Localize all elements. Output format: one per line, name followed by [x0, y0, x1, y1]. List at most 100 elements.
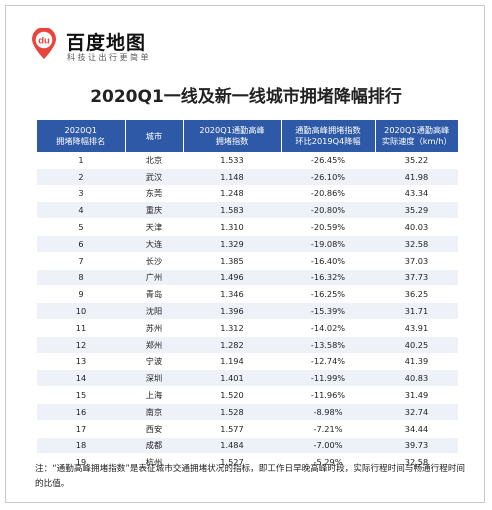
header-rank: 2020Q1 拥堵降幅排名: [37, 120, 126, 152]
change-cell: -15.39%: [281, 302, 375, 320]
change-cell: -13.58%: [281, 336, 375, 354]
speed-cell: 43.34: [375, 185, 458, 203]
table-row: 15 上海 1.520 -11.96% 31.49: [37, 386, 458, 404]
city-cell: 西安: [125, 420, 183, 438]
header-change-line2: 环比2019Q4降幅: [295, 136, 361, 146]
document-frame: du 百度地图 科技让出行更简单 2020Q1一线及新一线城市拥堵降幅排行 20…: [5, 5, 485, 503]
change-cell: -11.99%: [281, 369, 375, 388]
rank-cell: 13: [37, 353, 125, 371]
rank-cell: 4: [37, 201, 125, 220]
index-cell: 1.148: [183, 168, 281, 186]
table-row: 18 成都 1.484 -7.00% 39.73: [37, 437, 458, 455]
change-cell: -26.45%: [281, 152, 375, 169]
speed-cell: 41.39: [375, 353, 458, 371]
city-cell: 长沙: [125, 252, 183, 270]
table-row: 13 宁波 1.194 -12.74% 41.39: [37, 353, 458, 371]
ranking-table: 2020Q1 拥堵降幅排名 城市 2020Q1通勤高峰 拥堵指数 通勤高峰拥堵指…: [37, 120, 458, 472]
index-cell: 1.484: [183, 437, 281, 455]
city-cell: 上海: [125, 386, 183, 404]
city-cell: 成都: [125, 437, 183, 455]
city-cell: 杭州: [125, 453, 183, 472]
speed-cell: 39.73: [375, 437, 458, 455]
index-cell: 1.385: [183, 252, 281, 270]
header-index-line2: 拥堵指数: [215, 136, 249, 146]
map-pin-icon: du: [32, 28, 56, 59]
table-row: 1 北京 1.533 -26.45% 35.22: [37, 152, 458, 169]
index-cell: 1.527: [183, 453, 281, 472]
change-cell: -16.40%: [281, 252, 375, 270]
index-cell: 1.282: [183, 336, 281, 354]
index-cell: 1.312: [183, 319, 281, 337]
city-cell: 郑州: [125, 336, 183, 354]
table-row: 9 青岛 1.346 -16.25% 36.25: [37, 285, 458, 304]
change-cell: -12.74%: [281, 353, 375, 371]
rank-cell: 14: [37, 369, 125, 388]
change-cell: -20.80%: [281, 201, 375, 220]
speed-cell: 43.91: [375, 319, 458, 337]
city-cell: 广州: [125, 269, 183, 287]
city-cell: 重庆: [125, 201, 183, 220]
city-cell: 苏州: [125, 319, 183, 337]
table-row: 14 深圳 1.401 -11.99% 40.83: [37, 369, 458, 388]
speed-cell: 36.25: [375, 285, 458, 304]
table-row: 17 西安 1.577 -7.21% 34.44: [37, 420, 458, 438]
footnote: 注：“通勤高峰拥堵指数”是表征城市交通拥堵状况的指标，即工作日早晚高峰时段，实际…: [35, 464, 466, 489]
rank-cell: 9: [37, 285, 125, 304]
city-cell: 深圳: [125, 369, 183, 388]
rank-cell: 3: [37, 185, 125, 203]
index-cell: 1.528: [183, 403, 281, 421]
change-cell: -11.96%: [281, 386, 375, 404]
change-cell: -7.21%: [281, 420, 375, 438]
table-row: 5 天津 1.310 -20.59% 40.03: [37, 218, 458, 236]
index-cell: 1.346: [183, 285, 281, 304]
rank-cell: 7: [37, 252, 125, 270]
speed-cell: 32.58: [375, 235, 458, 253]
table-row: 10 沈阳 1.396 -15.39% 31.71: [37, 302, 458, 320]
index-cell: 1.533: [183, 152, 281, 169]
index-cell: 1.583: [183, 201, 281, 220]
table-row: 4 重庆 1.583 -20.80% 35.29: [37, 201, 458, 220]
header-index-line1: 2020Q1通勤高峰: [199, 125, 265, 135]
rank-cell: 11: [37, 319, 125, 337]
header-speed: 2020Q1通勤高峰 实际速度（km/h）: [375, 120, 458, 152]
header-congestion-index: 2020Q1通勤高峰 拥堵指数: [183, 120, 282, 152]
rank-cell: 19: [37, 453, 125, 472]
city-cell: 天津: [125, 218, 183, 236]
city-cell: 东莞: [125, 185, 183, 203]
speed-cell: 40.25: [375, 336, 458, 354]
speed-cell: 41.98: [375, 168, 458, 186]
rank-cell: 6: [37, 235, 125, 253]
rank-cell: 12: [37, 336, 125, 354]
header-speed-line2: 实际速度（km/h）: [381, 136, 452, 146]
logo-mark-text: du: [38, 36, 50, 47]
city-cell: 北京: [125, 152, 183, 169]
rank-cell: 16: [37, 403, 125, 421]
change-cell: -16.25%: [281, 285, 375, 304]
header-rank-line2: 拥堵降幅排名: [56, 136, 106, 146]
city-cell: 青岛: [125, 285, 183, 304]
city-cell: 沈阳: [125, 302, 183, 320]
brand-name: 百度地图: [66, 32, 147, 54]
change-cell: -5.29%: [281, 453, 375, 472]
change-cell: -20.59%: [281, 218, 375, 236]
speed-cell: 32.74: [375, 403, 458, 421]
change-cell: -19.08%: [281, 235, 375, 253]
rank-cell: 1: [37, 152, 125, 169]
index-cell: 1.248: [183, 185, 281, 203]
change-cell: -7.00%: [281, 437, 375, 455]
table-row: 16 南京 1.528 -8.98% 32.74: [37, 403, 458, 421]
speed-cell: 34.44: [375, 420, 458, 438]
page-title: 2020Q1一线及新一线城市拥堵降幅排行: [90, 87, 402, 107]
speed-cell: 40.83: [375, 369, 458, 388]
rank-cell: 17: [37, 420, 125, 438]
speed-cell: 37.73: [375, 269, 458, 287]
rank-cell: 15: [37, 386, 125, 404]
speed-cell: 37.03: [375, 252, 458, 270]
header-city-line1: 城市: [145, 130, 163, 141]
index-cell: 1.496: [183, 269, 281, 287]
index-cell: 1.401: [183, 369, 281, 388]
table-row: 8 广州 1.496 -16.32% 37.73: [37, 269, 458, 287]
header-change-line1: 通勤高峰拥堵指数: [295, 125, 361, 135]
change-cell: -26.10%: [281, 168, 375, 186]
speed-cell: 35.22: [375, 152, 458, 169]
